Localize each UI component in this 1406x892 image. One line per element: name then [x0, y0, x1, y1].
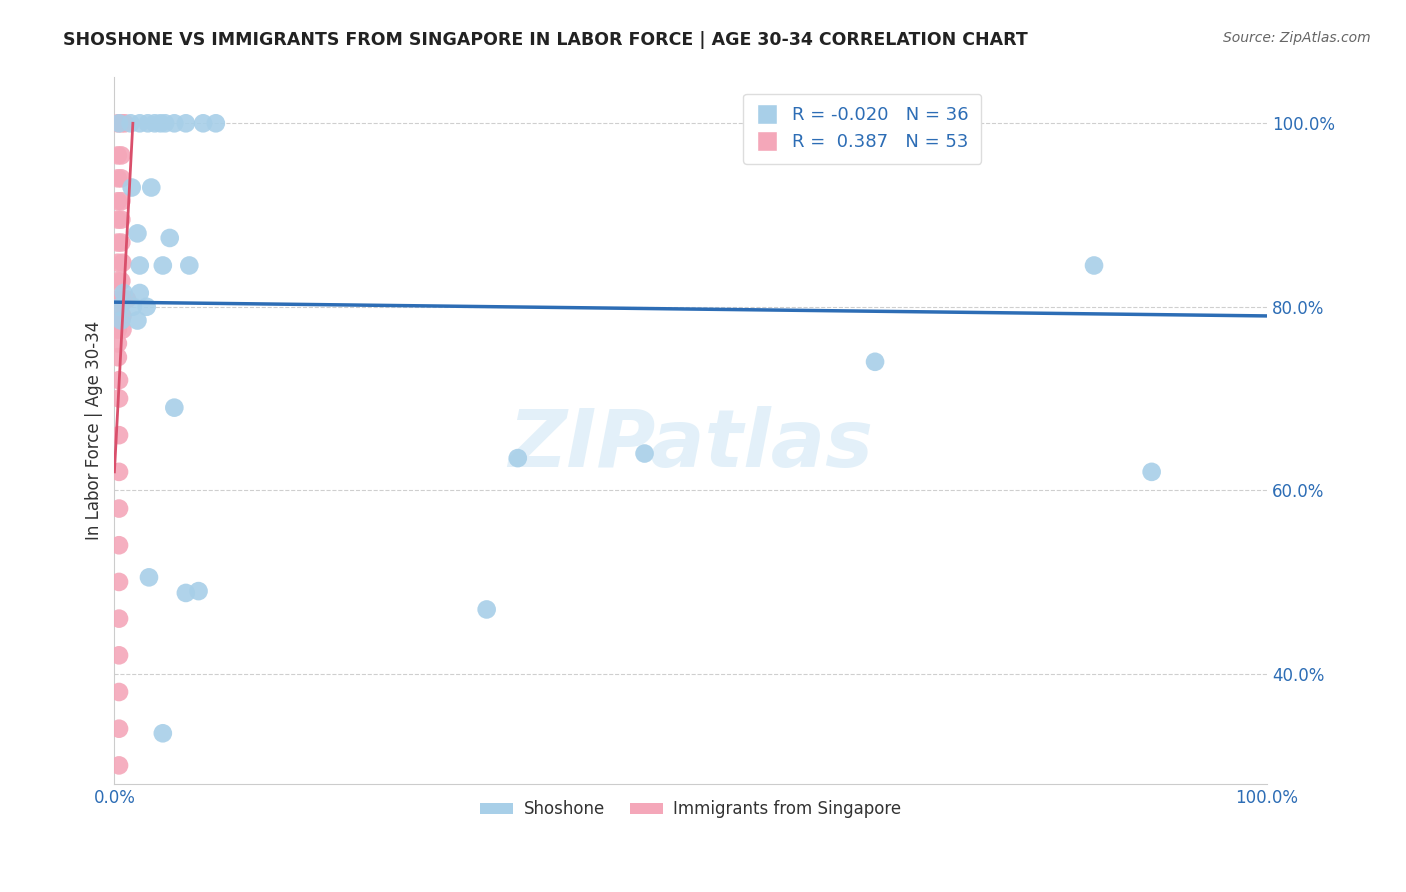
Point: [110, 194, 132, 209]
Point: [107, 350, 129, 364]
Point: [1083, 259, 1105, 273]
Point: [115, 293, 138, 307]
Point: [108, 116, 131, 130]
Point: [112, 285, 135, 300]
Point: [108, 722, 131, 736]
Point: [506, 451, 529, 466]
Point: [475, 602, 498, 616]
Point: [110, 274, 132, 288]
Point: [110, 235, 132, 250]
Text: Source: ZipAtlas.com: Source: ZipAtlas.com: [1223, 31, 1371, 45]
Point: [107, 148, 129, 162]
Point: [159, 231, 181, 245]
Point: [108, 758, 131, 772]
Point: [163, 116, 186, 130]
Point: [108, 574, 131, 589]
Point: [191, 116, 214, 130]
Point: [111, 309, 134, 323]
Point: [107, 194, 129, 209]
Legend: Shoshone, Immigrants from Singapore: Shoshone, Immigrants from Singapore: [474, 794, 908, 825]
Text: ZIPatlas: ZIPatlas: [508, 406, 873, 483]
Point: [107, 309, 129, 323]
Point: [110, 313, 132, 327]
Point: [107, 323, 129, 337]
Point: [152, 726, 174, 740]
Point: [108, 373, 131, 387]
Point: [136, 116, 159, 130]
Point: [108, 300, 131, 314]
Point: [143, 116, 166, 130]
Point: [107, 293, 129, 307]
Point: [138, 570, 160, 584]
Point: [633, 446, 655, 460]
Point: [1140, 465, 1163, 479]
Point: [127, 313, 149, 327]
Point: [108, 465, 131, 479]
Point: [174, 586, 197, 600]
Point: [863, 355, 886, 369]
Point: [110, 116, 132, 130]
Point: [135, 300, 157, 314]
Point: [110, 171, 132, 186]
Point: [108, 538, 131, 552]
Point: [108, 392, 131, 406]
Point: [128, 116, 150, 130]
Point: [108, 612, 131, 626]
Text: SHOSHONE VS IMMIGRANTS FROM SINGAPORE IN LABOR FORCE | AGE 30-34 CORRELATION CHA: SHOSHONE VS IMMIGRANTS FROM SINGAPORE IN…: [63, 31, 1028, 49]
Point: [108, 428, 131, 442]
Point: [107, 171, 129, 186]
Point: [111, 323, 134, 337]
Point: [152, 259, 174, 273]
Point: [149, 116, 172, 130]
Point: [108, 501, 131, 516]
Point: [107, 336, 129, 351]
Point: [121, 300, 143, 314]
Point: [107, 116, 129, 130]
Y-axis label: In Labor Force | Age 30-34: In Labor Force | Age 30-34: [86, 321, 103, 541]
Point: [174, 116, 197, 130]
Point: [107, 212, 129, 227]
Point: [107, 235, 129, 250]
Point: [108, 685, 131, 699]
Point: [114, 116, 136, 130]
Point: [141, 180, 163, 194]
Point: [153, 116, 176, 130]
Point: [128, 285, 150, 300]
Point: [111, 256, 134, 270]
Point: [121, 180, 143, 194]
Point: [108, 648, 131, 663]
Point: [111, 293, 134, 307]
Point: [163, 401, 186, 415]
Point: [187, 584, 209, 599]
Point: [205, 116, 228, 130]
Point: [110, 148, 132, 162]
Point: [179, 259, 201, 273]
Point: [107, 256, 129, 270]
Point: [107, 274, 129, 288]
Point: [110, 212, 132, 227]
Point: [127, 227, 149, 241]
Point: [120, 116, 142, 130]
Point: [128, 259, 150, 273]
